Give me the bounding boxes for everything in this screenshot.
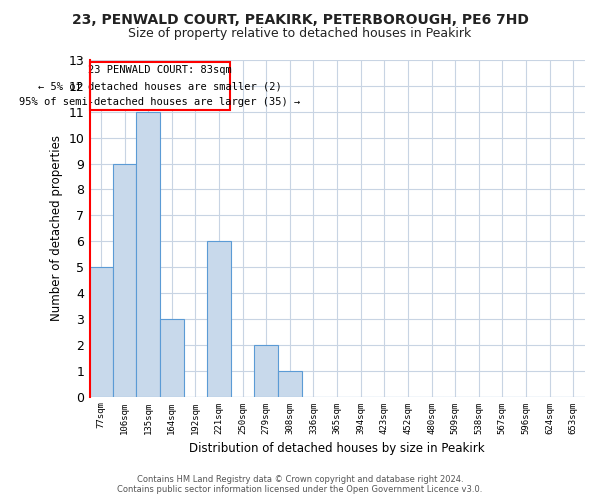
Bar <box>207 241 231 396</box>
Text: Size of property relative to detached houses in Peakirk: Size of property relative to detached ho… <box>128 28 472 40</box>
FancyBboxPatch shape <box>89 62 230 110</box>
Text: 23, PENWALD COURT, PEAKIRK, PETERBOROUGH, PE6 7HD: 23, PENWALD COURT, PEAKIRK, PETERBOROUGH… <box>71 12 529 26</box>
Text: ← 5% of detached houses are smaller (2): ← 5% of detached houses are smaller (2) <box>38 81 282 91</box>
Bar <box>254 345 278 397</box>
Text: 23 PENWALD COURT: 83sqm: 23 PENWALD COURT: 83sqm <box>88 65 232 75</box>
Bar <box>89 267 113 396</box>
Bar <box>113 164 136 396</box>
X-axis label: Distribution of detached houses by size in Peakirk: Distribution of detached houses by size … <box>189 442 485 455</box>
Bar <box>160 319 184 396</box>
Bar <box>278 370 302 396</box>
Bar <box>136 112 160 397</box>
Text: Contains HM Land Registry data © Crown copyright and database right 2024.
Contai: Contains HM Land Registry data © Crown c… <box>118 474 482 494</box>
Text: 95% of semi-detached houses are larger (35) →: 95% of semi-detached houses are larger (… <box>19 97 301 107</box>
Y-axis label: Number of detached properties: Number of detached properties <box>50 136 63 322</box>
